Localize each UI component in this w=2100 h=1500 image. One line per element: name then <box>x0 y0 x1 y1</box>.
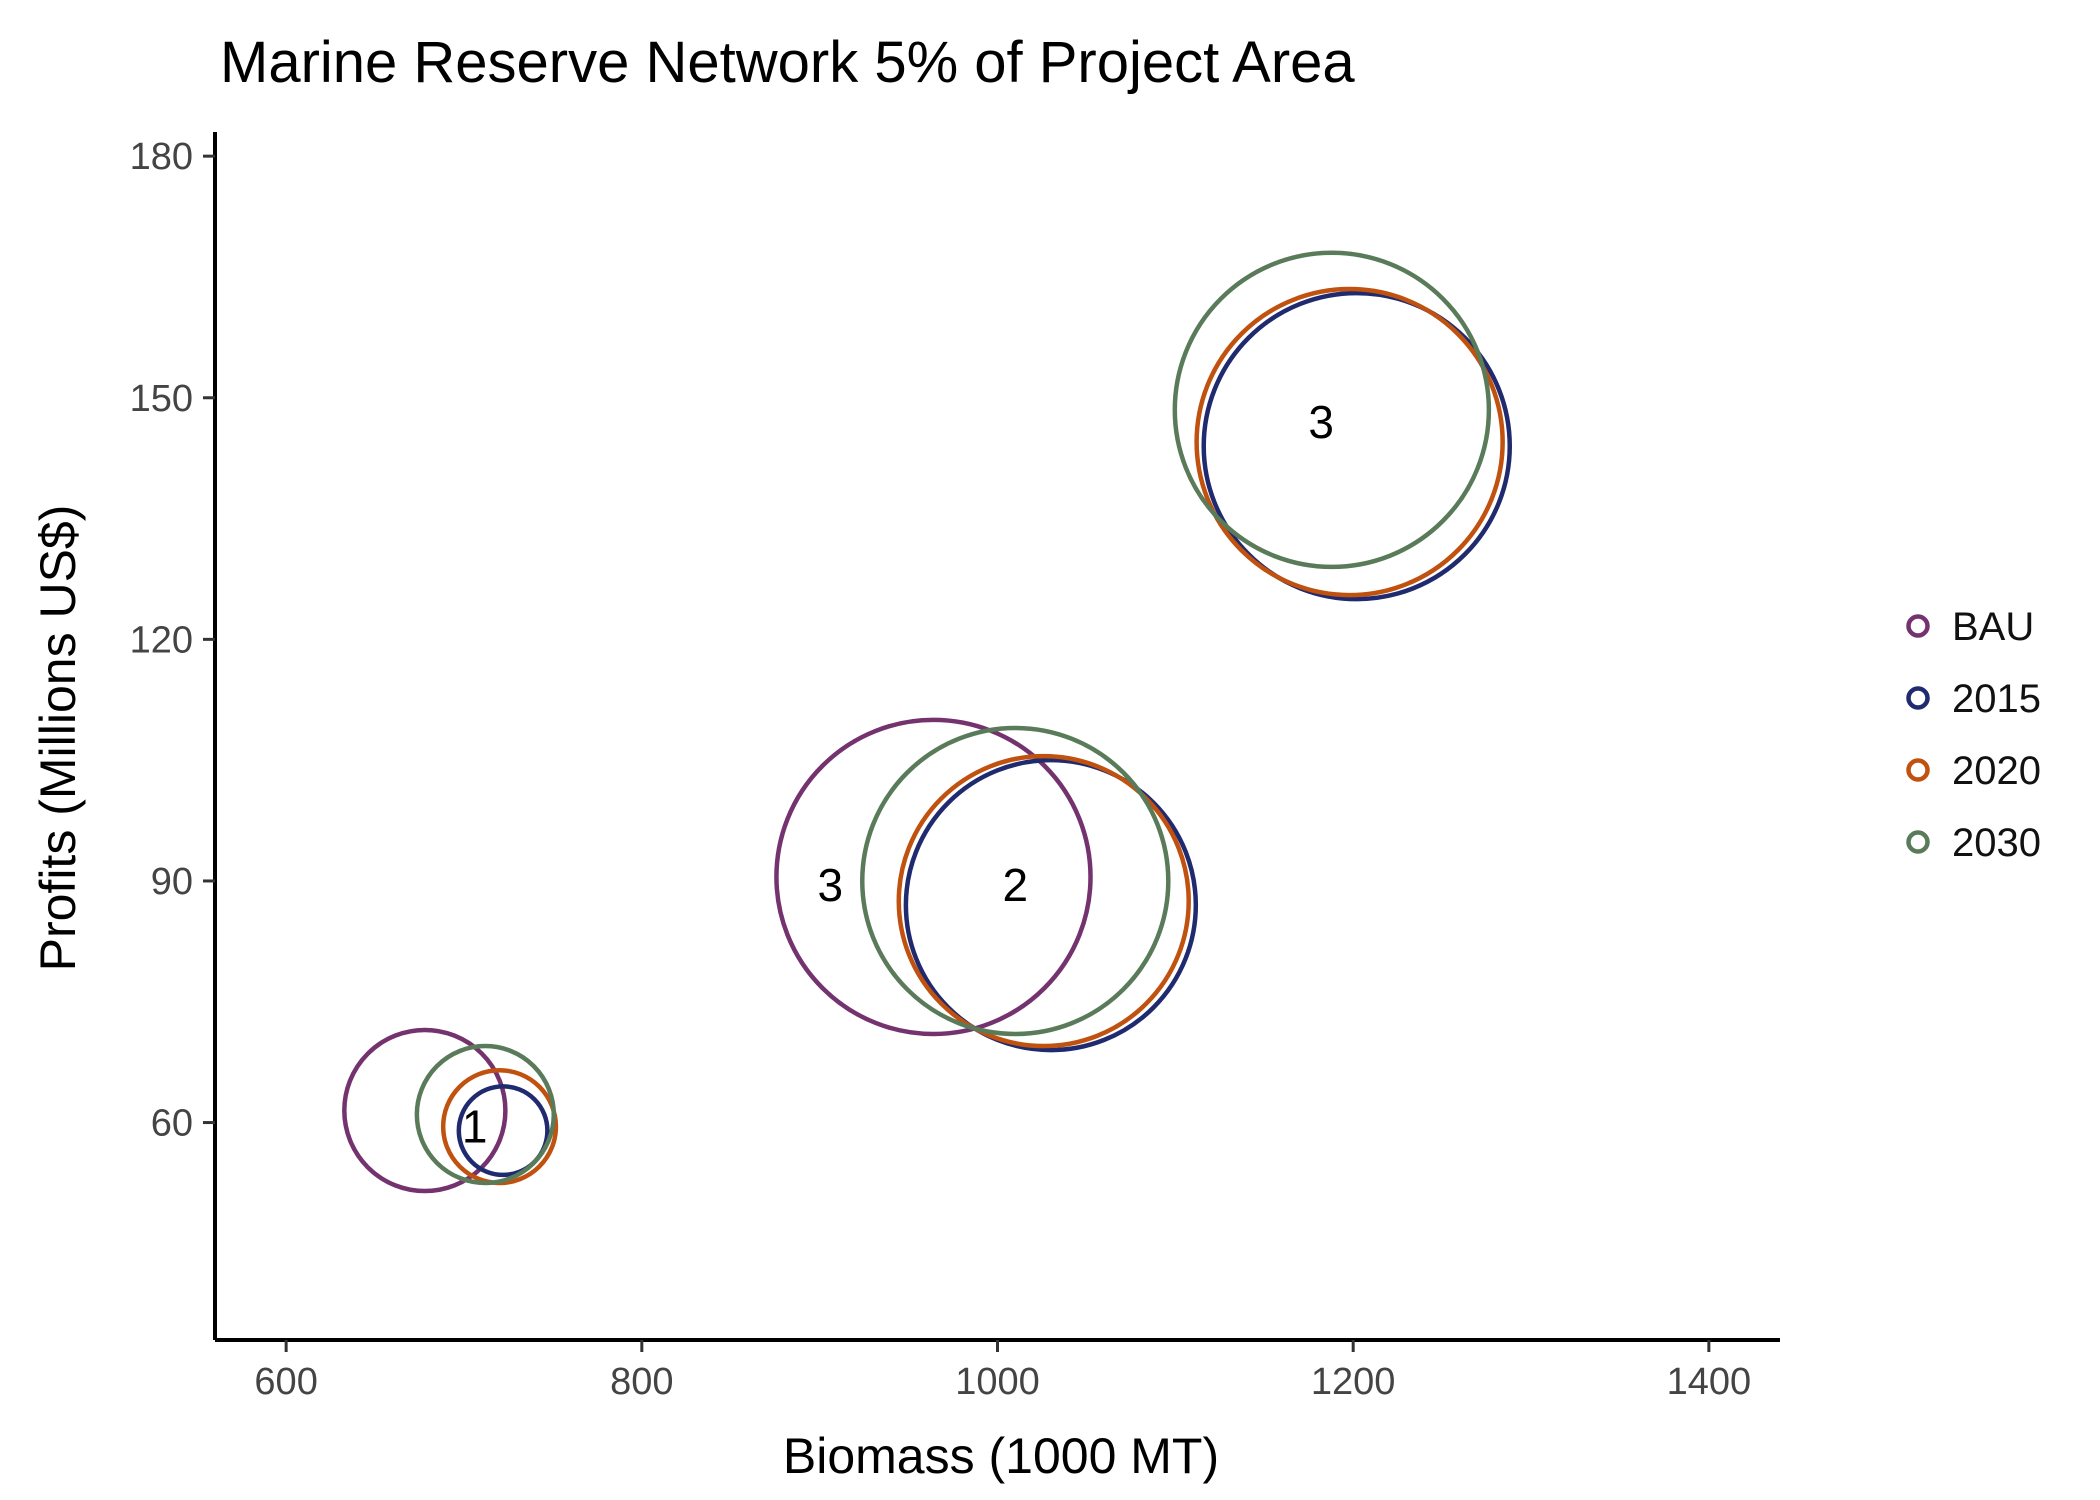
bubble-bau <box>342 1027 508 1194</box>
legend-item-2030: 2030 <box>1906 821 2041 865</box>
series-bau <box>342 717 1093 1194</box>
bubble-label: 3 <box>1308 396 1334 448</box>
bubble-2015 <box>903 757 1199 1053</box>
axes: 600 800 1000 1200 1400 60 90 120 150 180 <box>130 132 1780 1403</box>
x-tick-label: 1000 <box>955 1361 1040 1403</box>
x-tick-label: 1200 <box>1311 1361 1396 1403</box>
y-tick-label: 60 <box>151 1103 193 1145</box>
legend: BAU 2015 2020 2030 <box>1906 605 2041 865</box>
series-2020 <box>440 286 1505 1186</box>
bubble-label: 2 <box>1002 859 1028 911</box>
bubble-2030 <box>1172 250 1492 570</box>
chart-title: Marine Reserve Network 5% of Project Are… <box>220 30 1355 95</box>
x-tick-label: 600 <box>254 1361 317 1403</box>
annotations: 1 3 2 3 <box>462 396 1334 1153</box>
bubble-label: 1 <box>462 1101 488 1153</box>
bubbles <box>342 250 1513 1194</box>
bubble-2015 <box>1201 290 1513 602</box>
legend-item-2020: 2020 <box>1906 749 2041 793</box>
legend-label: 2020 <box>1952 749 2041 793</box>
bubble-bau <box>774 717 1093 1037</box>
legend-key <box>1906 830 1930 854</box>
legend-item-bau: BAU <box>1906 605 2034 649</box>
y-tick-label: 90 <box>151 861 193 903</box>
series-2030 <box>414 250 1492 1186</box>
legend-label: 2030 <box>1952 821 2041 865</box>
x-tick-label: 800 <box>610 1361 673 1403</box>
bubble-2030 <box>414 1043 557 1186</box>
legend-key <box>1906 614 1930 638</box>
bubble-2020 <box>896 753 1191 1049</box>
y-tick-label: 150 <box>130 378 193 420</box>
bubble-2020 <box>1194 286 1505 598</box>
y-tick-label: 120 <box>130 619 193 661</box>
y-axis-title: Profits (Millions US$) <box>30 505 86 972</box>
bubble-label: 3 <box>818 859 844 911</box>
x-axis-title: Biomass (1000 MT) <box>783 1428 1219 1484</box>
y-tick-label: 180 <box>130 136 193 178</box>
legend-item-2015: 2015 <box>1906 677 2041 721</box>
legend-key <box>1906 758 1930 782</box>
bubble-2015 <box>456 1084 550 1178</box>
legend-label: 2015 <box>1952 677 2041 721</box>
legend-key <box>1906 686 1930 710</box>
legend-label: BAU <box>1952 605 2034 649</box>
series-2015 <box>456 290 1513 1178</box>
x-tick-label: 1400 <box>1667 1361 1752 1403</box>
bubble-2030 <box>860 725 1171 1037</box>
